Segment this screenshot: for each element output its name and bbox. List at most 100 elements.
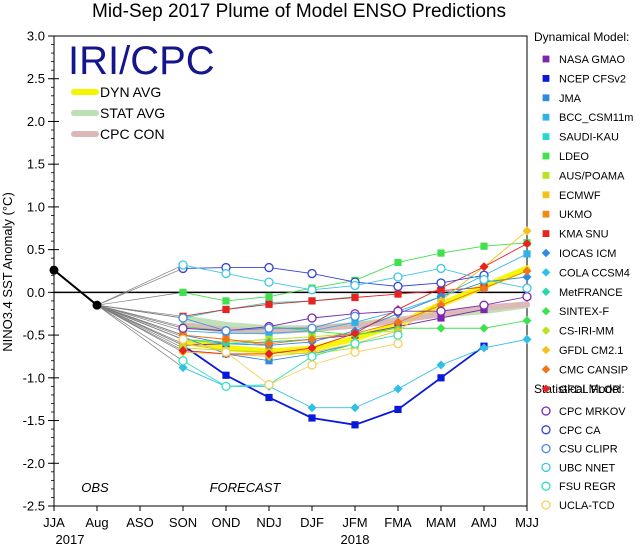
series-iocas-icm-point [522,272,532,282]
series-ncep-cfsv2-point [265,393,273,402]
legend-cola-ccsm4-marker [541,268,551,277]
legend-iocas-icm-marker [541,248,551,258]
observed-point [49,265,59,275]
legend-fsu-regr-label: FSU REGR [559,481,616,493]
y-tick-label: -2.5 [23,499,45,514]
y-tick-label: 3.0 [27,29,45,44]
series-cpc-ca-point [436,278,446,288]
series-cpc-ca-point [393,281,403,292]
forecast-connector [96,268,184,306]
legend-cmc-cansip-label: CMC CANSIP [559,364,628,376]
series-cpc-mrkov-point [307,313,317,323]
series-sintex-f-point [479,323,489,333]
year-label: 2018 [341,532,370,546]
x-tick-label: Aug [85,515,108,530]
series-ubc-nnet-point [350,280,360,291]
series-gfdl-flor-point [307,343,317,353]
legend-jma-label: JMA [559,93,582,105]
legend-ukmo-marker [542,210,550,218]
y-axis-label: NINO3.4 SST Anomaly (°C) [0,192,15,352]
legend-cmc-cansip-marker [541,365,551,374]
legend-cpc-mrkov-marker [541,406,551,416]
series-cmc-cansip-point [479,283,489,293]
series-ncep-cfsv2-point [437,374,445,382]
legend-metfrance-label: MetFRANCE [559,287,623,299]
forecast-connector [96,304,184,340]
legend-cola-ccsm4-label: COLA CCSM4 [559,267,630,279]
legend-cs-iri-mm-marker [541,326,551,335]
x-tick-label: MAM [426,515,456,530]
series-fsu-regr-point [393,330,403,340]
x-tick-label: AMJ [471,515,497,530]
series-sintex-f-point [436,323,446,333]
series-cola-ccsm4-point [479,343,489,353]
series-ldeo-point [394,258,402,267]
legend-kma-snu-marker [542,230,550,237]
forecast-connector [96,304,184,362]
forecast-connector [96,304,184,368]
legend-gfdl-cm2-1-marker [541,345,551,355]
y-tick-label: 1.5 [27,157,45,172]
series-kma-snu-point [308,297,316,305]
legend-stat-avg-label: STAT AVG [100,105,165,121]
forecast-connector [96,304,184,329]
series-metfrance-line [182,338,313,345]
series-csu-clipr-point [307,323,317,333]
y-tick-label: -0.5 [23,328,45,343]
series-cola-ccsm4-point [350,403,360,413]
legend-sintex-f-label: SINTEX-F [559,306,609,318]
y-tick-label: -1.5 [23,413,45,428]
y-tick-label: 2.5 [27,71,45,86]
series-kma-snu-point [394,290,402,298]
forecast-connector [96,304,184,349]
series-gfdl-flor-point [264,349,274,359]
series-cpc-mrkov-point [393,306,403,316]
forecast-connector [96,304,184,332]
series-cola-ccsm4-point [436,360,446,370]
x-tick-label: JFM [342,515,367,530]
legend-statistical-title: Statistical Model: [534,382,625,396]
legend-ncep-cfsv2-marker [542,75,550,82]
series-ubc-nnet-point [522,283,532,293]
series-ubc-nnet-point [436,263,446,274]
series-ucla-tcd-point [307,360,317,370]
series-ubc-nnet-point [307,285,317,295]
series-ucla-tcd-point [221,347,231,357]
legend-saudi-kau-label: SAUDI-KAU [559,132,619,144]
legend-aus-poama-marker [542,172,550,179]
legend-saudi-kau-marker [542,133,550,140]
legend-aus-poama-label: AUS/POAMA [559,170,625,182]
series-cmc-cansip-point [264,339,274,349]
series-ubc-nnet-point [221,268,231,279]
legend-cs-iri-mm-label: CS-IRI-MM [559,326,614,338]
y-tick-label: -2.0 [23,456,45,471]
legend-ubc-nnet-label: UBC NNET [559,462,616,474]
x-tick-label: FMA [384,515,412,530]
series-bcc-csm11m-point [351,318,359,326]
series-fsu-regr-point [221,381,231,392]
series-gfdl-flor-point [522,239,532,249]
series-fsu-regr-point [350,338,360,349]
legend-cpc-mrkov-label: CPC MRKOV [559,406,626,418]
legend-jma-marker [542,94,550,102]
period-label: OBS [81,480,109,495]
series-kma-snu-point [222,305,230,314]
series-ncep-cfsv2-point [351,421,359,429]
forecast-connector [96,304,184,319]
series-nasa-gmao-point [437,314,445,322]
iri-cpc-watermark: IRI/CPC [68,39,215,83]
legend-cpc-ca-marker [541,425,551,435]
forecast-connector [96,292,184,306]
series-cpc-ca-line [182,267,485,287]
forecast-connector [96,304,184,351]
legend-ldeo-marker [542,152,550,160]
legend-nasa-gmao-marker [542,55,550,63]
series-ucla-tcd-point [178,334,188,345]
series-kma-snu-point [265,300,273,308]
series-ubc-nnet-point [479,274,489,285]
series-csu-clipr-point [350,311,360,321]
legend: DYN AVG STAT AVG CPC CON NASA GMAO NCEP CFSv… [71,54,633,512]
series-ucla-tcd-point [264,380,274,390]
series-ldeo-point [222,297,230,305]
series-cmc-cansip-point [307,334,317,344]
